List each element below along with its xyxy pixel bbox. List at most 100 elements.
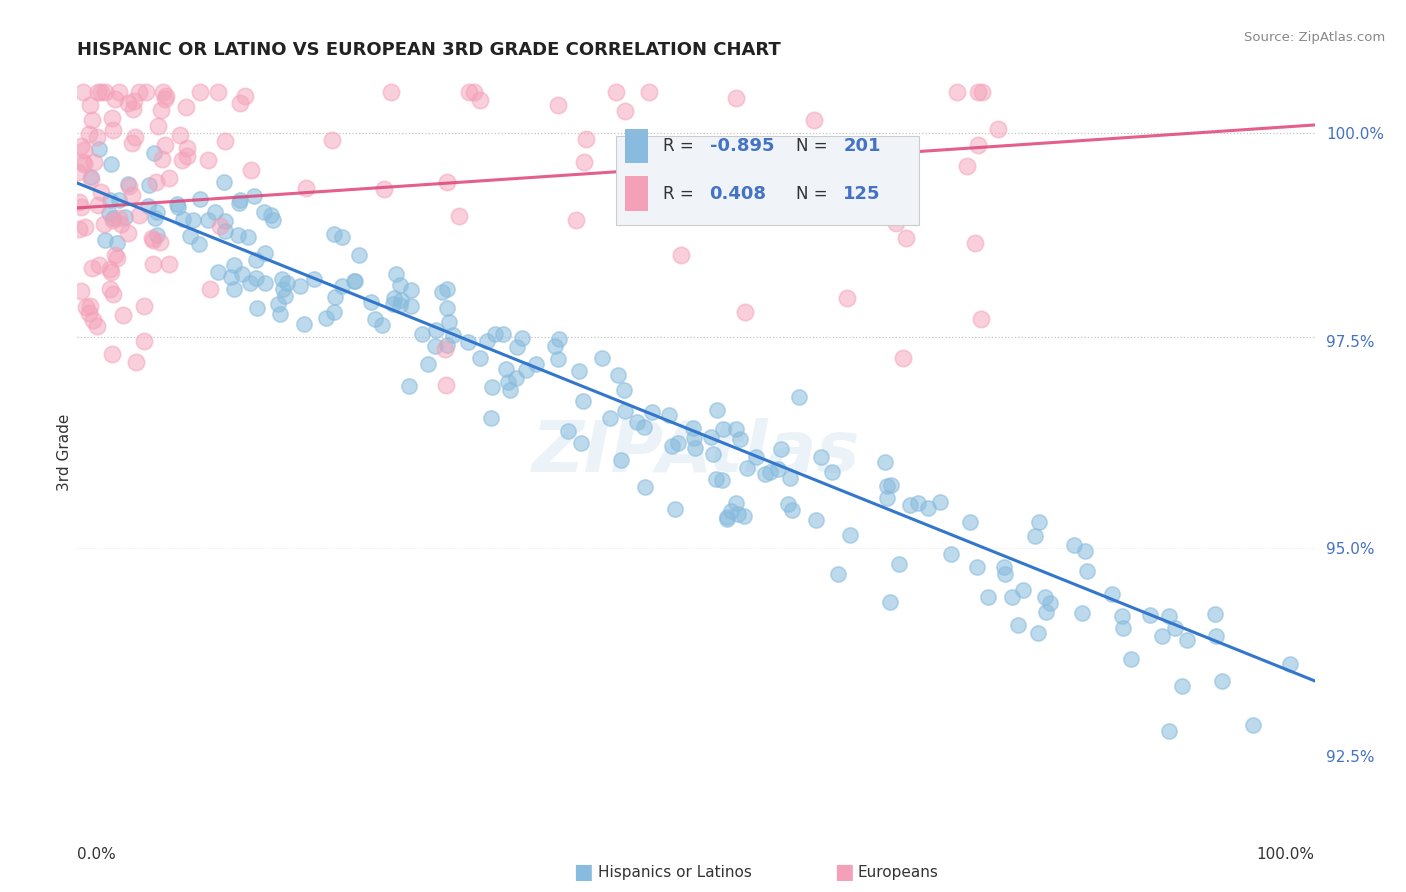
Point — [86, 318, 108, 333]
Point — [105, 235, 128, 250]
Point — [425, 323, 447, 337]
Point — [557, 424, 579, 438]
Point — [433, 343, 456, 357]
Point — [274, 289, 297, 303]
Point — [90, 85, 112, 99]
Point — [108, 85, 131, 99]
Point — [733, 508, 755, 523]
Point — [204, 205, 226, 219]
Point — [993, 560, 1015, 574]
Point — [1007, 617, 1029, 632]
Point — [515, 363, 537, 377]
Point — [724, 91, 747, 105]
Point — [87, 258, 110, 272]
Point — [190, 192, 212, 206]
Point — [157, 257, 180, 271]
Point — [135, 85, 157, 99]
Point — [315, 310, 337, 325]
Point — [884, 216, 907, 230]
Point — [702, 447, 724, 461]
Point — [1157, 609, 1180, 624]
Point — [614, 403, 637, 417]
Point — [132, 300, 155, 314]
Point — [706, 403, 728, 417]
Point — [929, 495, 952, 509]
Point — [73, 220, 96, 235]
Point — [111, 308, 134, 322]
Point — [610, 453, 633, 467]
Point — [117, 178, 139, 193]
Point — [399, 284, 422, 298]
Point — [668, 436, 690, 450]
Point — [457, 85, 479, 99]
Point — [827, 567, 849, 582]
Point — [441, 328, 464, 343]
Point — [1112, 621, 1135, 635]
FancyBboxPatch shape — [616, 136, 918, 225]
Point — [114, 210, 136, 224]
Point — [101, 111, 124, 125]
Point — [425, 339, 447, 353]
Point — [98, 206, 121, 220]
Point — [231, 268, 253, 282]
Point — [711, 422, 734, 436]
Point — [669, 248, 692, 262]
Point — [398, 379, 420, 393]
Point — [565, 212, 588, 227]
Point — [637, 85, 659, 99]
Point — [661, 439, 683, 453]
Point — [683, 441, 706, 455]
Point — [457, 334, 479, 349]
Point — [143, 145, 166, 160]
Point — [1164, 621, 1187, 635]
FancyBboxPatch shape — [626, 128, 648, 163]
Point — [292, 317, 315, 331]
Point — [724, 496, 747, 510]
Text: N =: N = — [796, 186, 834, 203]
Point — [124, 94, 146, 108]
Point — [1035, 605, 1057, 619]
Point — [879, 477, 901, 491]
Point — [214, 214, 236, 228]
Point — [956, 159, 979, 173]
Point — [399, 299, 422, 313]
Point — [810, 181, 832, 195]
Point — [138, 178, 160, 192]
Point — [176, 149, 198, 163]
Point — [510, 331, 533, 345]
Point — [468, 93, 491, 107]
Point — [1001, 590, 1024, 604]
Point — [633, 420, 655, 434]
Point — [128, 208, 150, 222]
Point — [724, 422, 747, 436]
Point — [1121, 652, 1143, 666]
Point — [1028, 516, 1050, 530]
Text: -0.895: -0.895 — [710, 137, 775, 155]
Point — [1175, 632, 1198, 647]
Point — [463, 85, 485, 99]
Point — [436, 338, 458, 352]
Point — [613, 383, 636, 397]
Point — [82, 113, 104, 128]
Point — [966, 137, 988, 152]
Point — [148, 120, 170, 134]
Point — [436, 301, 458, 316]
Point — [364, 311, 387, 326]
Text: ZIPAtlas: ZIPAtlas — [531, 418, 860, 487]
Point — [970, 312, 993, 326]
Point — [101, 123, 124, 137]
Point — [434, 378, 457, 392]
Point — [121, 136, 143, 151]
Point — [371, 318, 394, 332]
Point — [67, 165, 90, 179]
Point — [100, 193, 122, 207]
Text: HISPANIC OR LATINO VS EUROPEAN 3RD GRADE CORRELATION CHART: HISPANIC OR LATINO VS EUROPEAN 3RD GRADE… — [77, 41, 782, 59]
Point — [959, 516, 981, 530]
Point — [72, 85, 94, 99]
Point — [994, 567, 1017, 582]
Point — [166, 200, 188, 214]
Point — [262, 213, 284, 227]
Point — [754, 467, 776, 482]
Point — [506, 340, 529, 354]
Point — [344, 274, 367, 288]
